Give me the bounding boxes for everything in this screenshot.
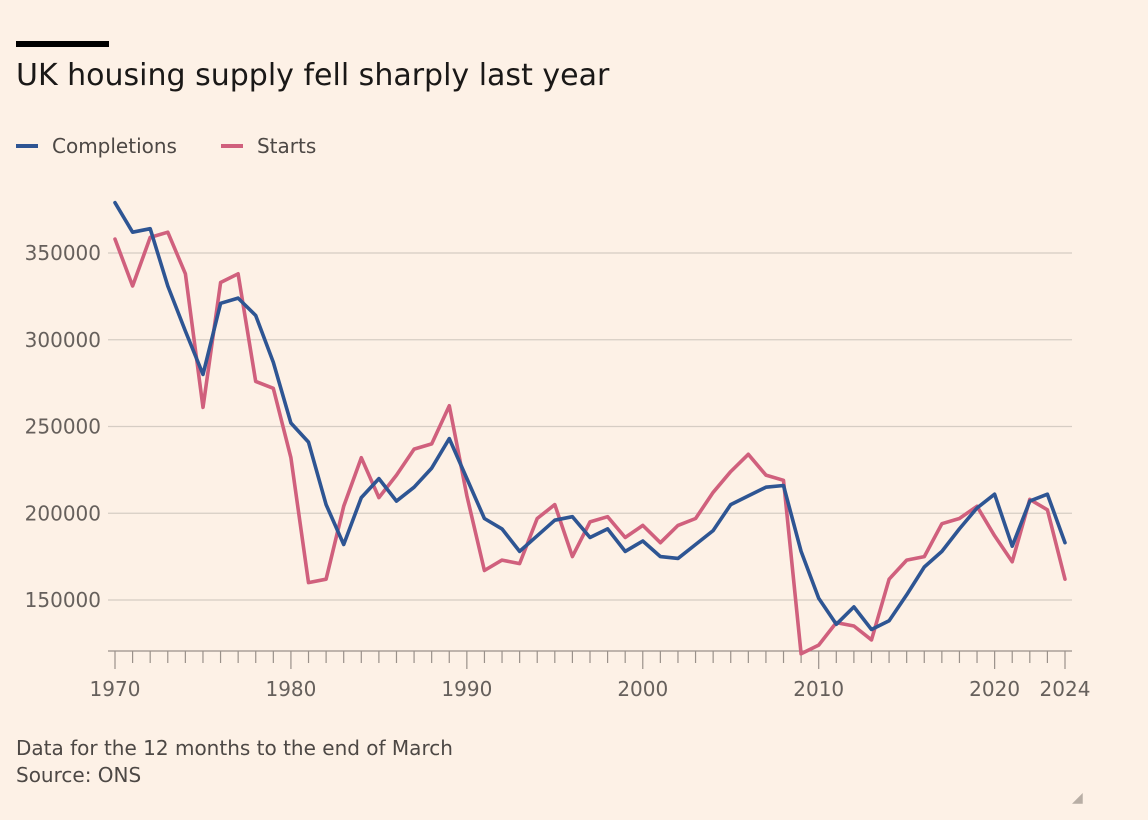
legend-item-completions: Completions xyxy=(16,134,177,158)
footnote: Data for the 12 months to the end of Mar… xyxy=(16,736,453,760)
resize-grip-icon: ◢ xyxy=(1072,790,1083,806)
legend-label-completions: Completions xyxy=(52,134,177,158)
series-line-completions xyxy=(113,200,1067,632)
title-accent-bar xyxy=(16,41,109,47)
x-tick-label: 1970 xyxy=(90,677,141,701)
series-line-starts xyxy=(113,230,1067,656)
x-tick-label: 2024 xyxy=(1040,677,1091,701)
x-tick-label: 2000 xyxy=(617,677,668,701)
x-tick-label: 2020 xyxy=(969,677,1020,701)
x-tick-label: 2010 xyxy=(793,677,844,701)
y-tick-label: 250000 xyxy=(25,415,101,439)
y-tick-label: 350000 xyxy=(25,241,101,265)
legend-label-starts: Starts xyxy=(256,134,317,158)
legend-item-starts: Starts xyxy=(220,134,317,158)
legend-swatch-completions xyxy=(16,144,38,148)
y-tick-label: 300000 xyxy=(25,328,101,352)
x-tick-label: 1980 xyxy=(265,677,316,701)
y-tick-label: 200000 xyxy=(25,501,101,525)
source-note: Source: ONS xyxy=(16,763,142,787)
y-tick-label: 150000 xyxy=(25,588,101,612)
legend: Completions Starts xyxy=(16,134,360,158)
x-tick-label: 1990 xyxy=(441,677,492,701)
chart-title: UK housing supply fell sharply last year xyxy=(16,58,610,93)
legend-swatch-starts xyxy=(220,144,243,148)
